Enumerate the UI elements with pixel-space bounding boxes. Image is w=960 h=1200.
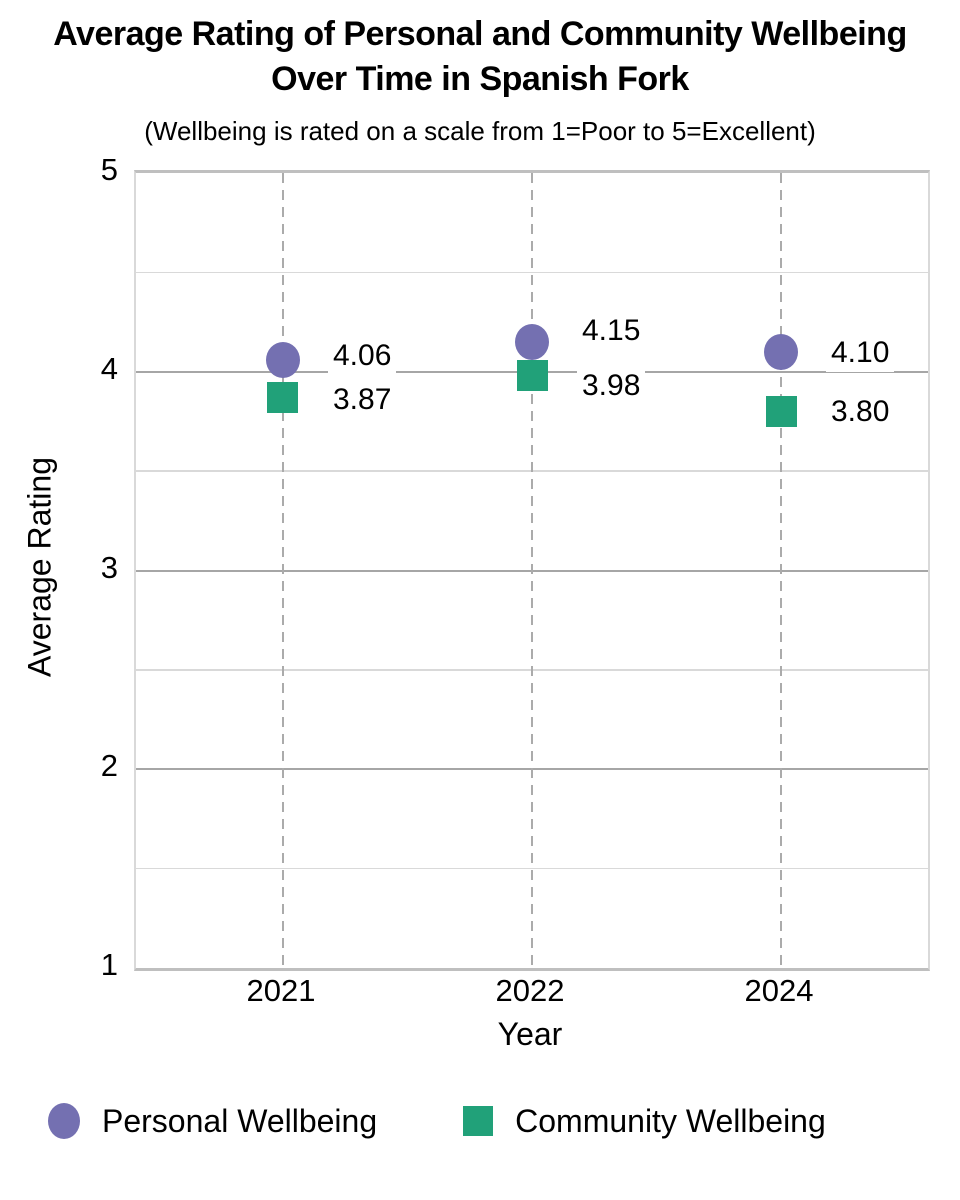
x-axis-title: Year — [497, 1016, 563, 1052]
category-gridline-dashed — [281, 173, 284, 968]
community-wellbeing-data-label: 3.98 — [577, 366, 646, 405]
x-tick-label: 2021 — [246, 973, 316, 1008]
chart-title-line2: Over Time in Spanish Fork — [271, 60, 689, 98]
community-wellbeing-legend-marker-icon — [463, 1106, 494, 1136]
y-tick-label: 2 — [100, 748, 118, 784]
personal-wellbeing-legend-marker-icon — [48, 1103, 80, 1139]
chart-title: Average Rating of Personal and Community… — [0, 12, 960, 102]
x-tick-label: 2024 — [744, 973, 814, 1008]
y-tick-label: 3 — [100, 549, 118, 585]
y-tick-label: 4 — [100, 350, 118, 386]
personal-wellbeing-marker — [265, 341, 300, 378]
legend-item-community-wellbeing: Community Wellbeing — [463, 1103, 826, 1140]
community-wellbeing-data-label: 3.80 — [826, 392, 895, 431]
y-tick-label: 1 — [100, 947, 118, 982]
y-tick-label: 5 — [100, 152, 118, 187]
community-wellbeing-data-label: 3.87 — [327, 380, 397, 419]
legend-item-personal-wellbeing: Personal Wellbeing — [48, 1103, 377, 1140]
chart-title-line1: Average Rating of Personal and Community… — [53, 15, 907, 53]
category-gridline-dashed — [780, 173, 782, 968]
personal-wellbeing-data-label: 4.06 — [327, 336, 397, 375]
community-wellbeing-marker — [516, 360, 548, 392]
chart-subtitle: (Wellbeing is rated on a scale from 1=Po… — [144, 116, 816, 146]
personal-wellbeing-legend-label: Personal Wellbeing — [102, 1102, 378, 1139]
personal-wellbeing-marker — [515, 323, 549, 360]
personal-wellbeing-data-label: 4.15 — [577, 311, 646, 350]
legend: Personal Wellbeing Community Wellbeing — [48, 1098, 826, 1144]
community-wellbeing-marker — [267, 382, 299, 414]
community-wellbeing-legend-label: Community Wellbeing — [515, 1102, 826, 1139]
community-wellbeing-marker — [765, 396, 797, 427]
personal-wellbeing-data-label: 4.10 — [826, 333, 895, 372]
x-tick-label: 2022 — [495, 973, 565, 1008]
category-gridline-dashed — [531, 173, 533, 968]
plot-area: 4.06 4.15 4.10 3.87 3.98 3.80 — [134, 170, 930, 971]
personal-wellbeing-marker — [764, 333, 798, 370]
